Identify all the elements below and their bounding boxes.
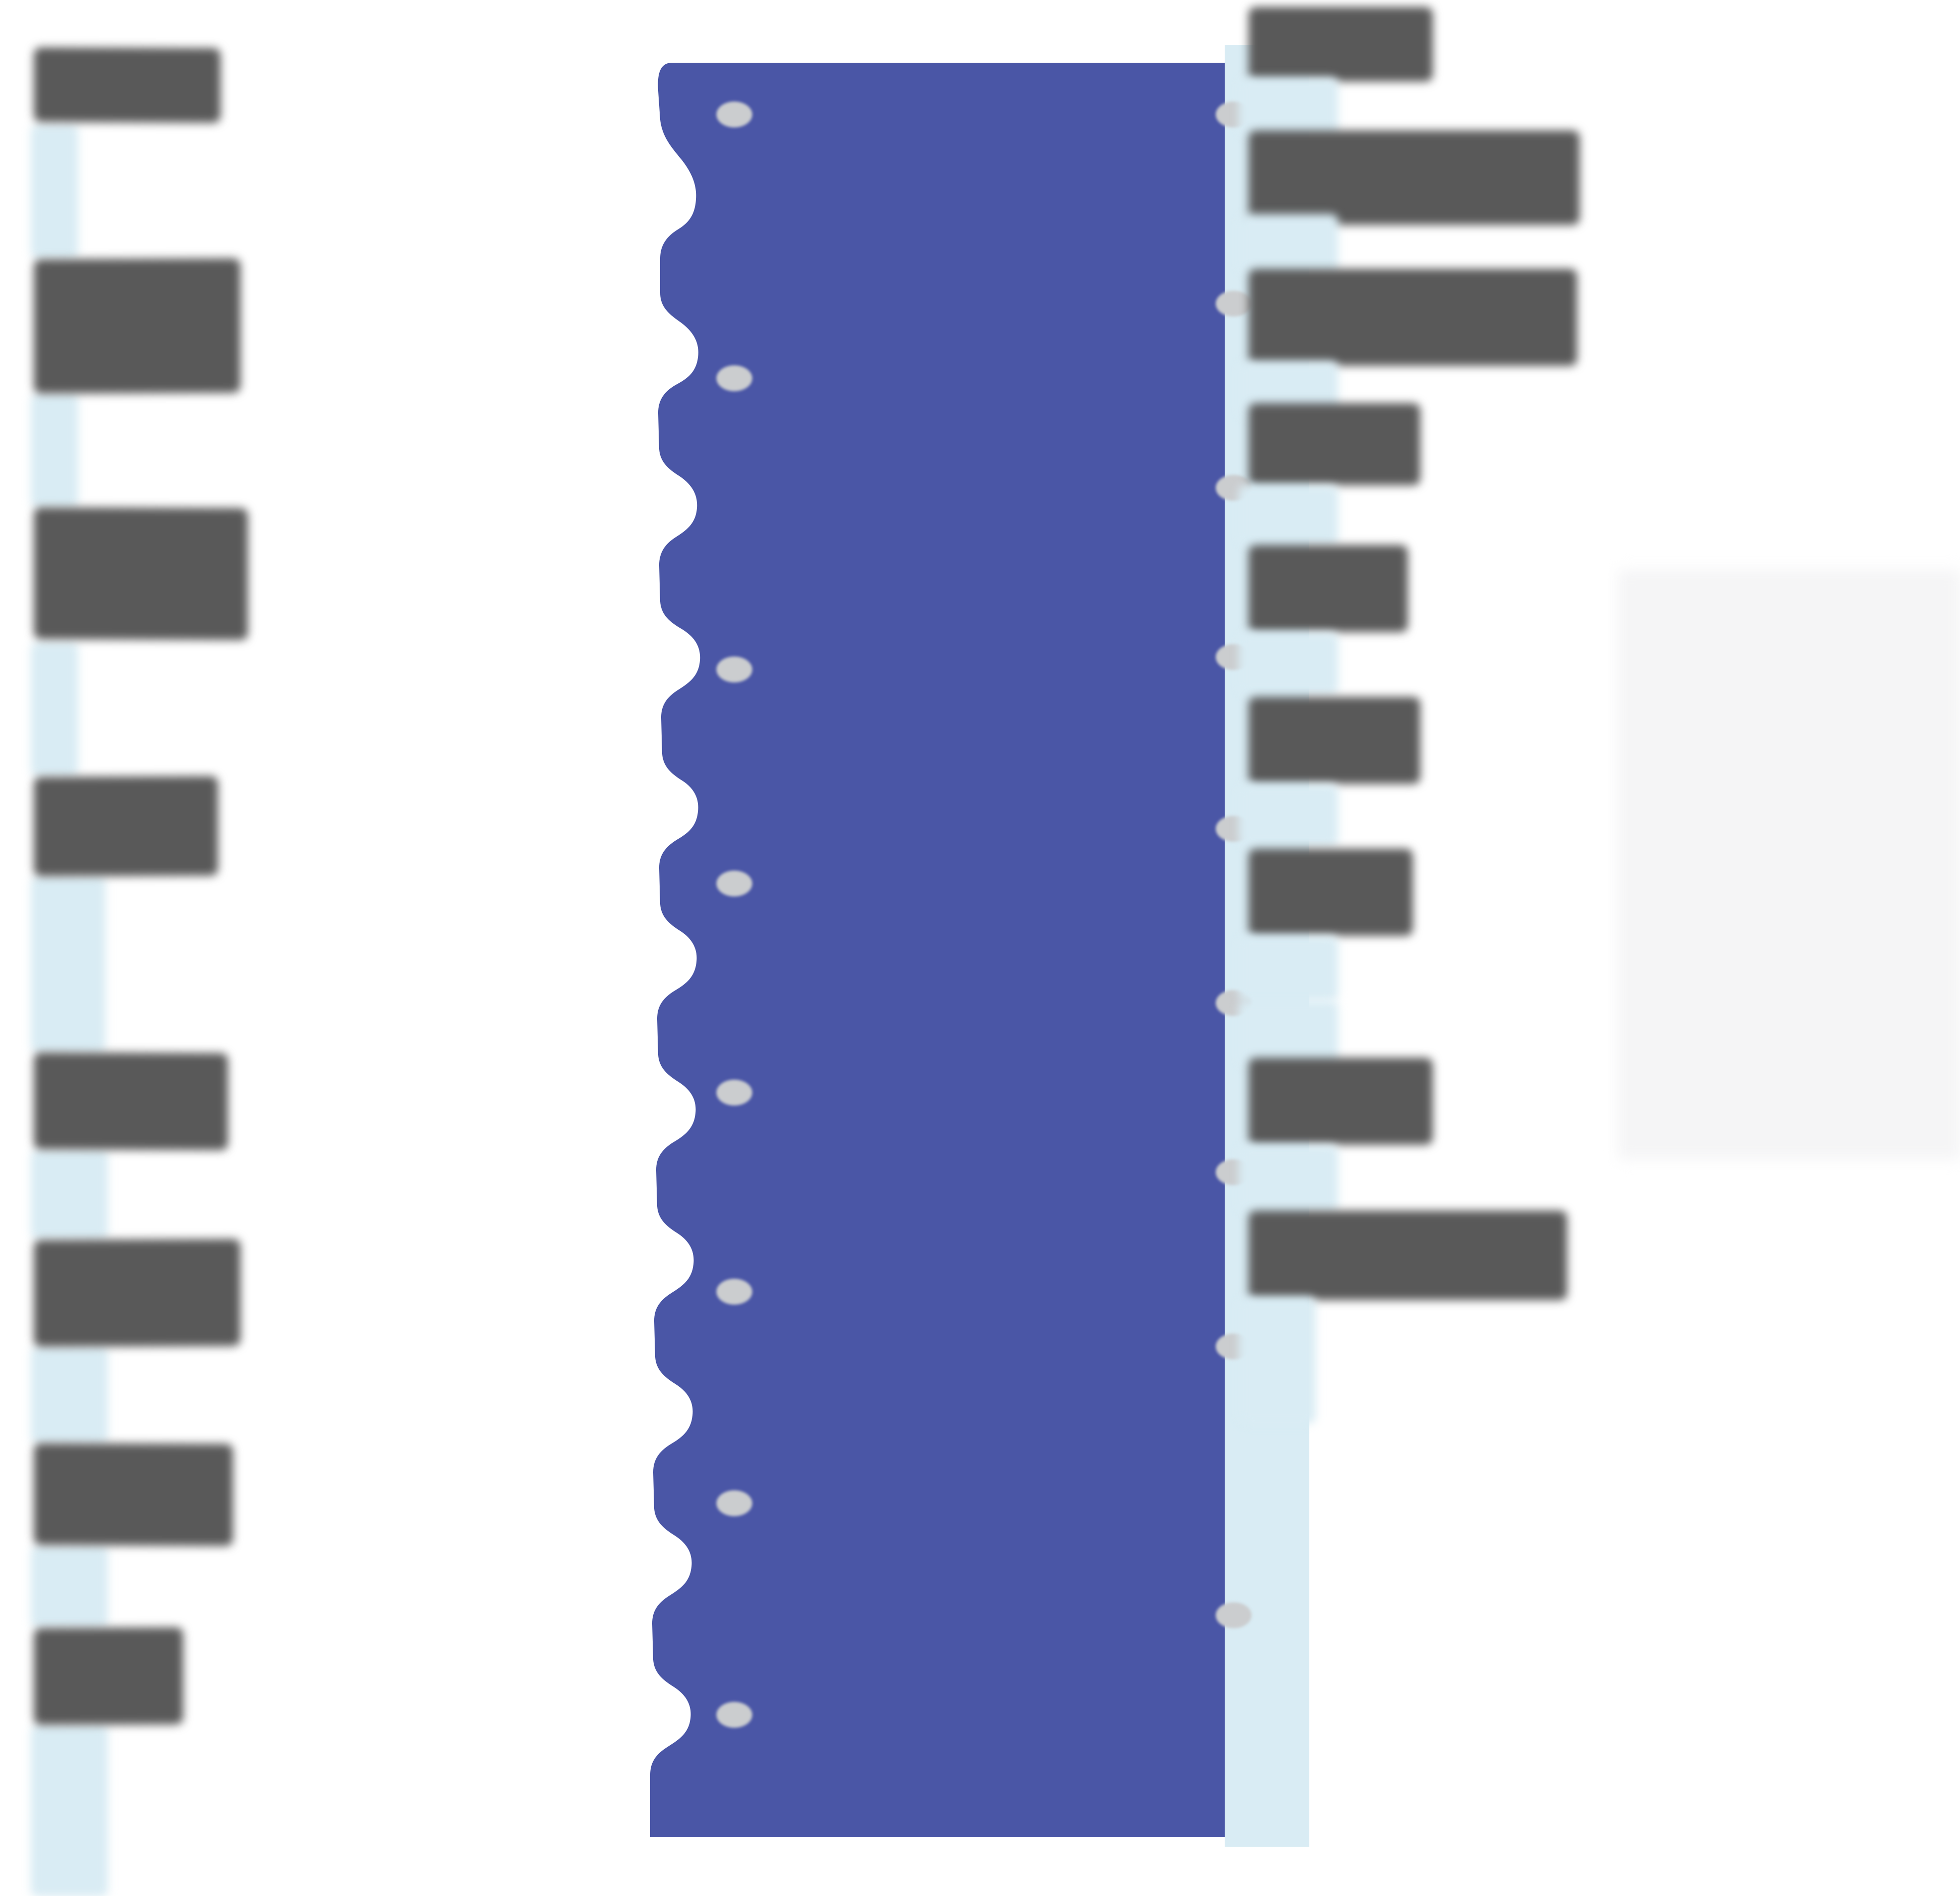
- right-axis-value-label: [1249, 403, 1420, 485]
- right-axis-secondary-label: [1239, 77, 1338, 137]
- series-point-marker: [716, 1702, 752, 1728]
- series-point-marker: [1216, 1602, 1252, 1628]
- left-category-axis: [0, 0, 248, 1896]
- right-axis-value-label: [1249, 545, 1408, 632]
- primary-series-band: [612, 45, 1309, 1847]
- right-axis-secondary-label: [1239, 632, 1338, 694]
- series-primary-shape: [612, 45, 1309, 1847]
- left-axis-tick-label: [34, 1443, 233, 1546]
- series-point-marker: [716, 1279, 752, 1305]
- left-axis-tick-label: [34, 1627, 183, 1725]
- left-axis-tick-label: [34, 1239, 240, 1347]
- left-axis-secondary-strip: [31, 876, 106, 1053]
- left-axis-tick-label: [34, 258, 240, 394]
- series-point-marker: [716, 102, 752, 127]
- right-axis-value-label: [1249, 7, 1433, 82]
- left-axis-secondary-strip: [31, 1546, 108, 1628]
- left-axis-secondary-strip: [31, 1346, 108, 1444]
- left-axis-tick-label: [34, 776, 218, 877]
- right-value-axis: [1235, 0, 1960, 1896]
- right-axis-secondary-label: [1239, 1145, 1338, 1212]
- right-axis-secondary-label: [1239, 485, 1338, 545]
- series-point-marker: [1216, 291, 1252, 317]
- right-axis-secondary-label: [1239, 936, 1338, 1001]
- right-axis-secondary-label: [1239, 1297, 1316, 1424]
- right-axis-secondary-label: [1239, 214, 1338, 274]
- series-point-marker: [716, 871, 752, 896]
- series-point-marker: [716, 1080, 752, 1106]
- right-axis-secondary-label: [1239, 784, 1338, 846]
- left-axis-tick-label: [34, 1052, 228, 1150]
- right-axis-value-label: [1249, 269, 1577, 366]
- series-point-marker: [716, 657, 752, 682]
- right-axis-value-label: [1249, 1211, 1567, 1300]
- left-axis-secondary-strip: [31, 642, 78, 777]
- right-axis-value-label: [1249, 1058, 1433, 1145]
- left-axis-tick-label: [34, 507, 248, 640]
- right-axis-value-label: [1249, 849, 1413, 936]
- series-point-marker: [716, 365, 752, 391]
- right-axis-value-label: [1249, 130, 1580, 225]
- faint-overlay-panel: [1618, 570, 1960, 1160]
- right-axis-value-label: [1249, 697, 1420, 784]
- right-axis-secondary-label: [1239, 1001, 1338, 1068]
- series-point-marker: [716, 1490, 752, 1516]
- left-axis-secondary-strip: [31, 124, 78, 259]
- left-axis-secondary-strip: [31, 1150, 108, 1239]
- left-axis-tick-label: [34, 47, 221, 123]
- left-axis-secondary-strip: [31, 393, 78, 508]
- left-axis-secondary-strip: [31, 1725, 108, 1896]
